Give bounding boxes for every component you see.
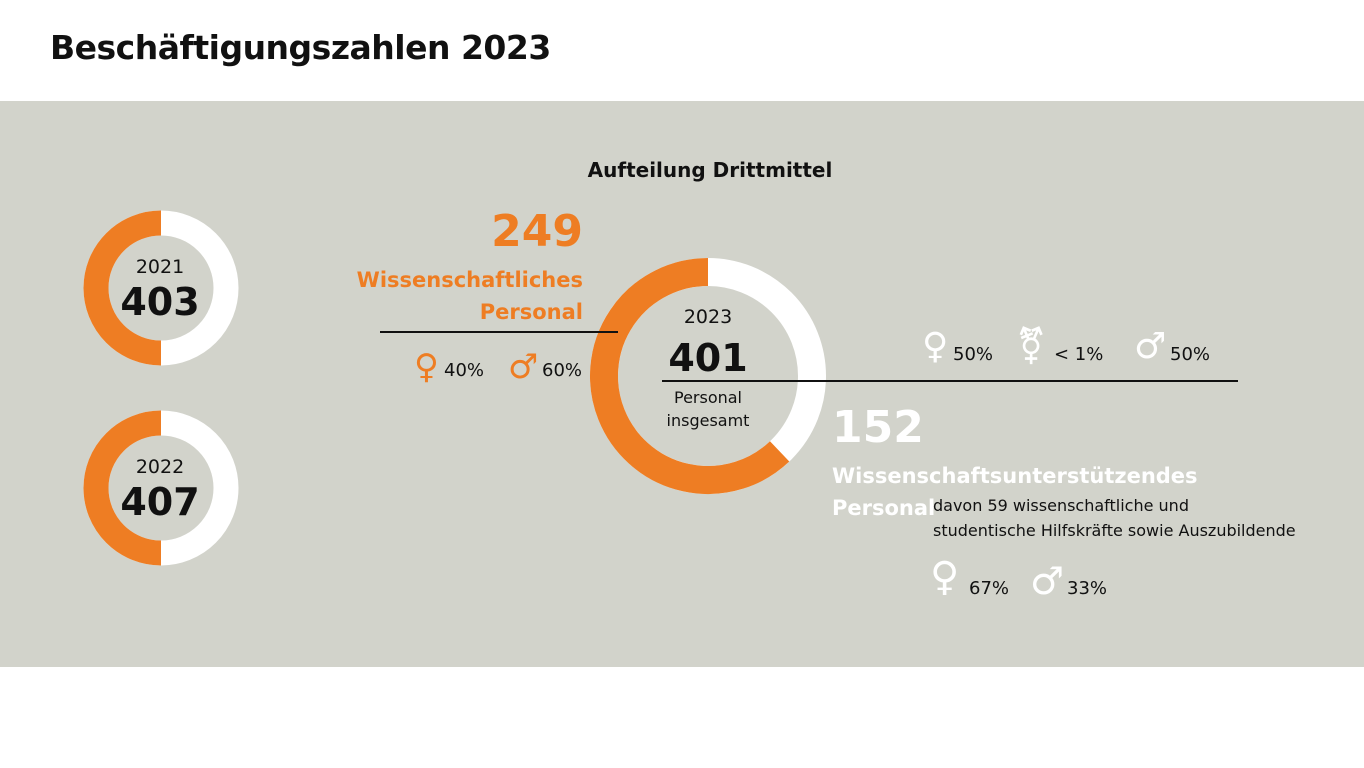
donut-2021-year: 2021: [135, 256, 185, 278]
scientific-divider: [380, 331, 618, 333]
support-label: Wissenschaftsunterstützendes Personal: [832, 460, 1198, 524]
support-female-pct: 67%: [969, 578, 1010, 599]
female-icon: ♀: [922, 326, 949, 367]
female-icon: ♀: [414, 347, 439, 387]
male-icon: ♂: [508, 347, 539, 387]
overall-divider: [662, 380, 1238, 382]
donut-2023-label: Personal insgesamt: [638, 386, 778, 432]
scientific-label-line2: Personal: [479, 300, 583, 324]
content-panel: [0, 101, 1364, 667]
support-male-pct: 33%: [1067, 578, 1108, 599]
scientific-label: Wissenschaftliches Personal: [330, 264, 583, 328]
overall-diverse-pct: < 1%: [1054, 344, 1104, 365]
overall-female-pct: 50%: [953, 344, 994, 365]
transgender-icon: ⚧: [1016, 326, 1047, 367]
page-title: Beschäftigungszahlen 2023: [50, 28, 551, 67]
female-icon: ♀: [930, 554, 960, 600]
scientific-count: 249: [491, 206, 583, 257]
donut-2021: [83, 210, 239, 366]
support-count: 152: [832, 402, 924, 453]
donut-2022-year: 2022: [135, 456, 185, 478]
scientific-male-pct: 60%: [542, 360, 583, 381]
donut-2023-year: 2023: [683, 306, 733, 328]
donut-2022-total: 407: [120, 480, 200, 524]
support-note: davon 59 wissenschaftliche und studentis…: [933, 493, 1333, 543]
support-label-line1: Wissenschaftsunterstützendes: [832, 464, 1198, 488]
donut-2022-segment: [83, 410, 162, 566]
scientific-label-line1: Wissenschaftliches: [356, 268, 583, 292]
overall-male-pct: 50%: [1170, 344, 1211, 365]
donut-2022: [83, 410, 239, 566]
male-icon: ♂: [1134, 326, 1167, 367]
donut-2023-total: 401: [668, 336, 748, 380]
support-label-line2: Personal: [832, 496, 936, 520]
male-icon: ♂: [1030, 559, 1065, 603]
donut-2023-label-line1: Personal: [673, 388, 742, 407]
scientific-female-pct: 40%: [444, 360, 485, 381]
support-note-line1: davon 59 wissenschaftliche und: [933, 496, 1189, 515]
donut-2023-segment-scientific: [590, 258, 790, 494]
donut-2023: [590, 258, 826, 494]
donut-2023-label-line2: insgesamt: [666, 411, 750, 430]
donut-2021-segment: [83, 210, 162, 366]
support-note-line2: studentische Hilfskräfte sowie Auszubild…: [933, 521, 1296, 540]
donut-2021-total: 403: [120, 280, 200, 324]
section-subtitle: Aufteilung Drittmittel: [587, 158, 833, 182]
